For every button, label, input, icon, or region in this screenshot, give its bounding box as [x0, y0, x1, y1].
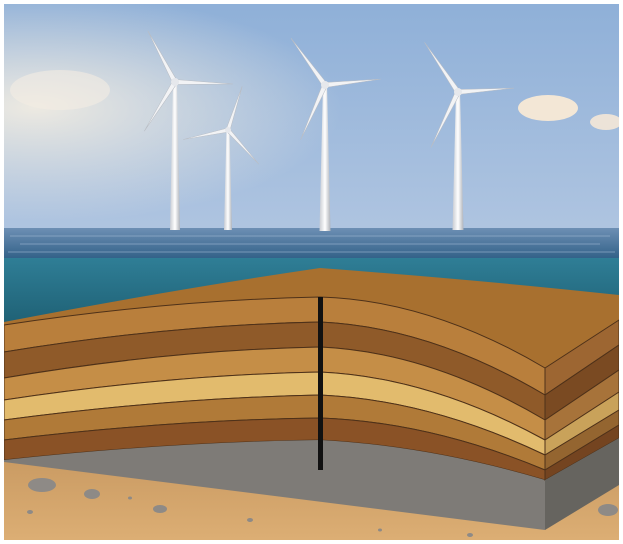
cloud	[10, 70, 110, 110]
cloud	[590, 114, 622, 130]
borehole	[318, 297, 323, 470]
waves	[8, 235, 615, 253]
block-top	[4, 268, 619, 368]
cloud	[518, 95, 578, 121]
wind-turbine	[182, 86, 259, 230]
wind-turbine	[424, 42, 514, 230]
wind-turbine	[290, 37, 381, 231]
rock-layers-side	[544, 319, 620, 530]
sun-glow	[4, 4, 619, 234]
wind-turbine	[144, 30, 233, 230]
rocks	[27, 478, 618, 537]
rock-layers-front	[3, 296, 546, 530]
